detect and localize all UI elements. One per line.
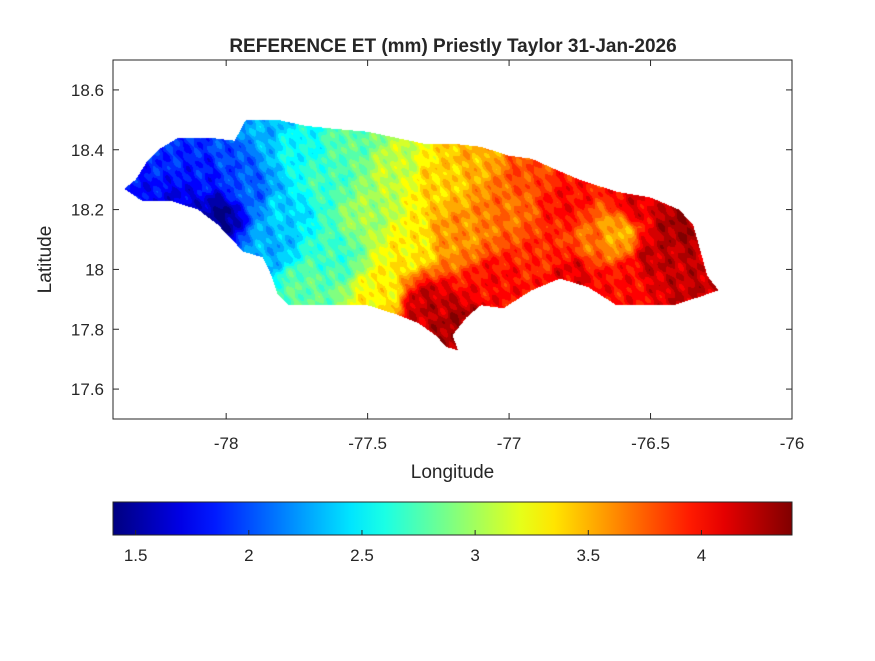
x-tick-label: -76 (780, 434, 805, 453)
y-tick-label: 18.6 (71, 81, 104, 100)
colorbar-tick-label: 3.5 (576, 546, 600, 565)
y-tick-label: 18.4 (71, 141, 104, 160)
colorbar-tick-label: 2.5 (350, 546, 374, 565)
y-tick-label: 18 (85, 260, 104, 279)
y-tick-label: 17.8 (71, 320, 104, 339)
y-tick-label: 17.6 (71, 380, 104, 399)
x-axis-label: Longitude (411, 462, 494, 483)
et-heatmap-image (122, 117, 721, 353)
colorbar-gradient (112, 501, 793, 536)
y-axis-label: Latitude (35, 226, 56, 294)
chart-title: REFERENCE ET (mm) Priestly Taylor 31-Jan… (229, 36, 676, 57)
x-tick-label: -77 (497, 434, 522, 453)
x-tick-label: -77.5 (348, 434, 387, 453)
plot-area (112, 59, 793, 420)
colorbar-tick-label: 3 (470, 546, 479, 565)
colorbar-tick-label: 4 (697, 546, 706, 565)
x-tick-label: -76.5 (631, 434, 670, 453)
y-tick-label: 18.2 (71, 201, 104, 220)
colorbar-tick-label: 2 (244, 546, 253, 565)
x-tick-label: -78 (214, 434, 239, 453)
colorbar: 1.5 2 2.5 3 3.5 4 (112, 501, 793, 565)
axis-ticks: -78 -77.5 -77 -76.5 -76 17.6 17.8 18 18.2 18.4 18.… (71, 60, 804, 453)
colorbar-tick-label: 1.5 (124, 546, 148, 565)
